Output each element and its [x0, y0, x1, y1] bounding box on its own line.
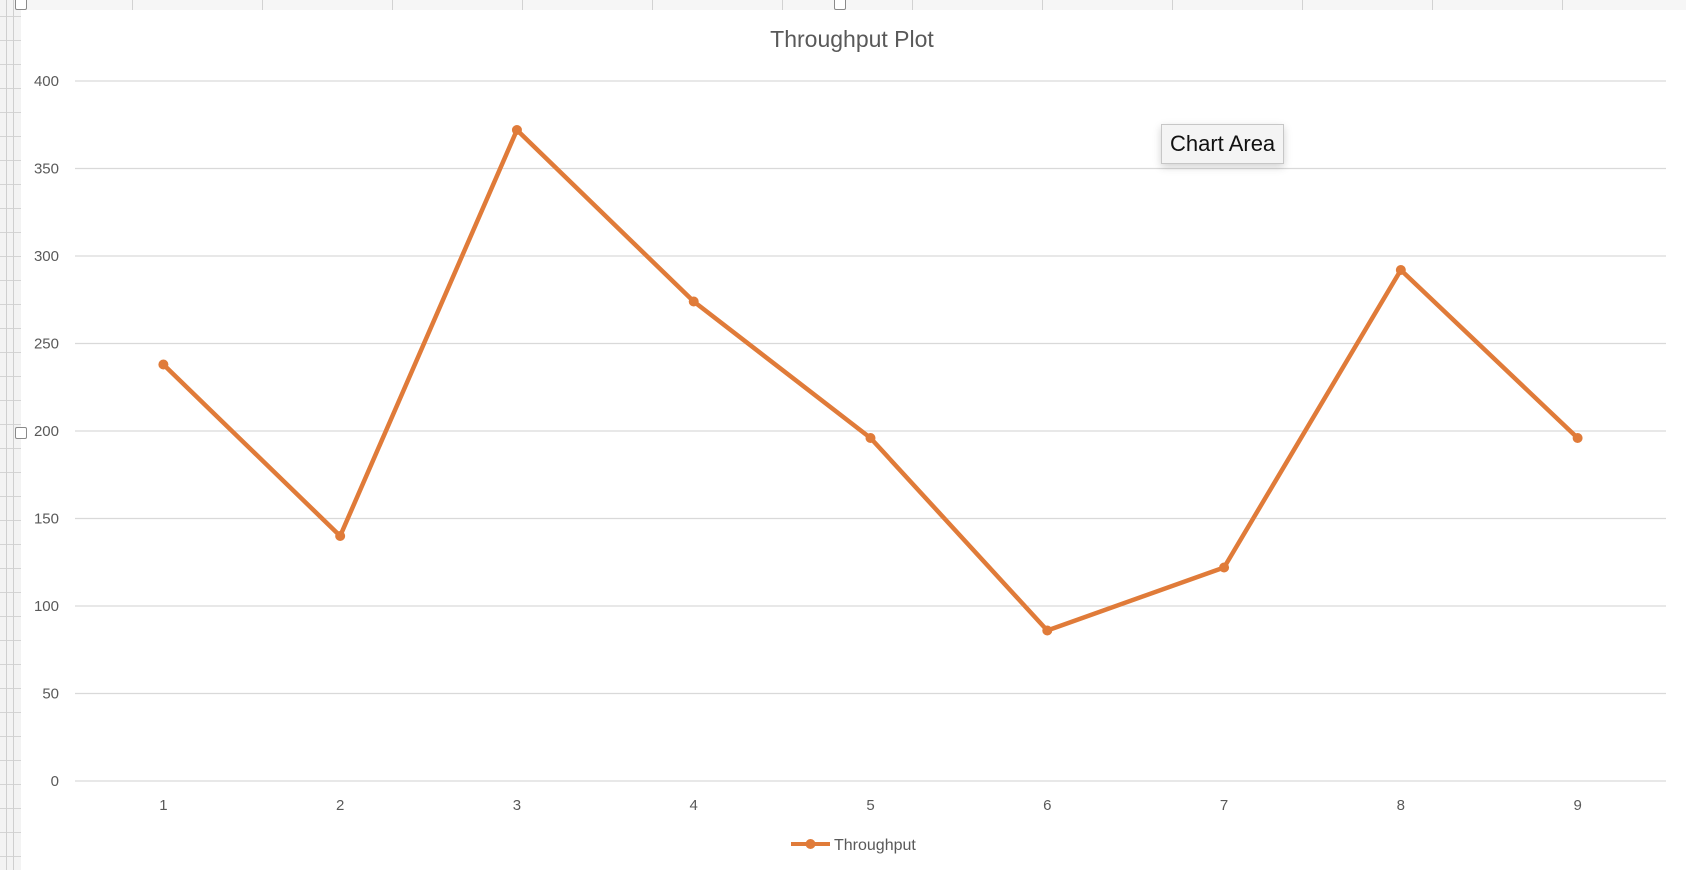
chart-title[interactable]: Throughput Plot: [770, 26, 934, 52]
data-point[interactable]: [1395, 265, 1406, 275]
series-line[interactable]: [161, 127, 1580, 633]
column-divider: [1302, 0, 1303, 10]
y-tick-label: 200: [34, 423, 59, 440]
x-tick-label: 4: [690, 797, 698, 814]
row-divider: [0, 304, 21, 305]
column-divider: [132, 0, 133, 10]
column-divider: [262, 0, 263, 10]
resize-handle-middle-left[interactable]: [15, 427, 27, 439]
column-divider: [13, 0, 14, 870]
row-divider: [0, 664, 21, 665]
row-divider: [0, 64, 21, 65]
data-point[interactable]: [865, 433, 876, 443]
row-divider: [0, 184, 21, 185]
row-divider: [0, 832, 21, 833]
row-divider: [0, 472, 21, 473]
row-header-strip: [0, 0, 22, 870]
row-divider: [0, 640, 21, 641]
row-divider: [0, 40, 21, 41]
data-point[interactable]: [688, 296, 699, 307]
chart-area[interactable]: 0 50 100 150 200 250 300 350 400 1 2 3 4 5 6 7 8 9 Throu…: [15, 0, 1686, 870]
y-tick-label: 0: [51, 773, 59, 790]
row-divider: [0, 352, 21, 353]
row-divider: [0, 256, 21, 257]
row-divider: [0, 376, 21, 377]
row-divider: [0, 424, 21, 425]
x-tick-label: 7: [1220, 797, 1228, 814]
x-tick-label: 3: [513, 797, 521, 814]
row-divider: [0, 568, 21, 569]
chart-area-tooltip: Chart Area: [1161, 124, 1285, 164]
y-tick-label: 100: [34, 598, 59, 615]
row-divider: [0, 856, 21, 857]
row-divider: [0, 784, 21, 785]
column-divider: [652, 0, 653, 10]
y-tick-label: 250: [34, 336, 59, 353]
row-divider: [0, 544, 21, 545]
line-chart[interactable]: 0 50 100 150 200 250 300 350 400 1 2 3 4 5 6 7 8 9 Throu…: [21, 10, 1686, 870]
row-divider: [0, 520, 21, 521]
y-axis-tick-labels: 0 50 100 150 200 250 300 350 400: [34, 73, 59, 790]
data-point[interactable]: [335, 531, 346, 541]
row-divider: [0, 280, 21, 281]
data-point[interactable]: [1219, 562, 1230, 573]
x-axis-tick-labels: 1 2 3 4 5 6 7 8 9: [159, 797, 1582, 814]
column-divider: [912, 0, 913, 10]
data-point[interactable]: [158, 359, 169, 370]
x-tick-label: 9: [1573, 797, 1581, 814]
row-divider: [0, 160, 21, 161]
row-divider: [0, 208, 21, 209]
column-divider: [1432, 0, 1433, 10]
row-divider: [0, 616, 21, 617]
row-divider: [0, 112, 21, 113]
row-divider: [0, 808, 21, 809]
row-divider: [0, 448, 21, 449]
x-tick-label: 8: [1397, 797, 1405, 814]
row-divider: [0, 736, 21, 737]
x-tick-label: 2: [336, 797, 344, 814]
legend[interactable]: Throughput: [791, 837, 916, 854]
row-divider: [0, 712, 21, 713]
data-point[interactable]: [1042, 625, 1053, 636]
y-tick-label: 350: [34, 161, 59, 178]
row-divider: [0, 16, 21, 17]
series-throughput[interactable]: [158, 125, 1583, 636]
column-divider: [392, 0, 393, 10]
data-point[interactable]: [511, 125, 522, 135]
x-tick-label: 5: [866, 797, 874, 814]
legend-entry-throughput: Throughput: [834, 837, 916, 854]
data-point[interactable]: [1572, 433, 1583, 443]
y-tick-label: 400: [34, 73, 59, 90]
y-tick-label: 300: [34, 248, 59, 265]
y-tick-label: 150: [34, 511, 59, 528]
column-divider: [1562, 0, 1563, 10]
column-divider: [782, 0, 783, 10]
y-tick-label: 50: [42, 686, 59, 703]
resize-handle-top-left[interactable]: [15, 0, 27, 10]
column-divider: [522, 0, 523, 10]
column-divider: [6, 0, 7, 870]
row-divider: [0, 496, 21, 497]
row-divider: [0, 760, 21, 761]
row-divider: [0, 688, 21, 689]
x-tick-label: 6: [1043, 797, 1051, 814]
row-divider: [0, 136, 21, 137]
column-divider: [1172, 0, 1173, 10]
column-divider: [1042, 0, 1043, 10]
row-divider: [0, 592, 21, 593]
x-tick-label: 1: [159, 797, 167, 814]
row-divider: [0, 400, 21, 401]
gridlines: [75, 80, 1666, 782]
row-divider: [0, 328, 21, 329]
row-divider: [0, 88, 21, 89]
resize-handle-top-center[interactable]: [834, 0, 846, 10]
legend-marker-icon: [805, 839, 816, 849]
row-divider: [0, 232, 21, 233]
